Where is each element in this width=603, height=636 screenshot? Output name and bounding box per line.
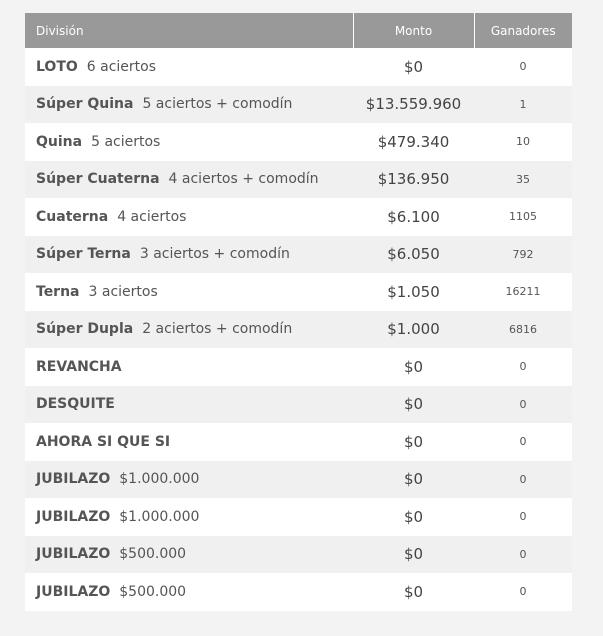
monto-cell: $1.000: [387, 320, 440, 339]
monto-cell: $0: [403, 395, 424, 414]
table-header: División Monto Ganadores: [25, 13, 572, 48]
table-row: Terna 3 aciertos $1.050 16211: [25, 273, 572, 311]
division-name: JUBILAZO: [36, 508, 111, 525]
monto-cell: $136.950: [377, 170, 450, 189]
monto-cell: $0: [403, 470, 424, 489]
table-row: Súper Dupla 2 aciertos + comodín $1.000 681…: [25, 310, 572, 349]
table-body: LOTO 6 aciertos $0 0 Súper Quina 5 aciertos +…: [25, 48, 572, 611]
division-name: JUBILAZO: [36, 583, 111, 600]
table-row: LOTO 6 aciertos $0 0: [25, 48, 572, 86]
ganadores-cell: 16211: [505, 285, 541, 299]
monto-cell: $0: [403, 432, 424, 451]
table-row: REVANCHA $0 0: [25, 348, 572, 386]
table-row: Cuaterna 4 aciertos $6.100 1105: [25, 198, 572, 236]
division-cell: LOTO 6 aciertos: [25, 48, 353, 86]
ganadores-cell: 35: [516, 172, 530, 186]
column-header-division: División: [25, 13, 354, 48]
table-row: Quina 5 aciertos $479.340 10: [25, 123, 572, 161]
division-cell: Súper Terna 3 aciertos + comodín: [25, 236, 353, 274]
ganadores-cell: 10: [516, 135, 530, 149]
division-detail: 3 aciertos + comodín: [139, 246, 290, 263]
division-name: Quina: [36, 133, 83, 150]
table-row: AHORA SI QUE SI $0 0: [25, 423, 572, 461]
monto-cell: $0: [403, 507, 424, 526]
monto-cell: $0: [403, 582, 424, 601]
division-detail: $500.000: [119, 583, 187, 600]
table-row: DESQUITE $0 0: [25, 385, 572, 424]
division-name: Súper Terna: [36, 246, 131, 263]
ganadores-cell: 0: [519, 510, 527, 524]
header-row: División Monto Ganadores: [25, 13, 572, 48]
division-name: AHORA SI QUE SI: [36, 433, 171, 450]
division-name: LOTO: [36, 58, 78, 75]
division-detail: 2 aciertos + comodín: [142, 321, 293, 338]
division-detail: 4 aciertos + comodín: [168, 171, 319, 188]
table-row: Súper Cuaterna 4 aciertos + comodín $136.9…: [25, 160, 572, 199]
division-cell: AHORA SI QUE SI: [25, 423, 353, 461]
ganadores-cell: 792: [512, 247, 534, 261]
monto-cell: $0: [403, 357, 424, 376]
division-detail: $1.000.000: [119, 471, 200, 488]
ganadores-cell: 6816: [509, 322, 537, 336]
division-detail: $500.000: [119, 546, 187, 563]
division-cell: Terna 3 aciertos: [25, 273, 353, 311]
division-name: JUBILAZO: [36, 471, 111, 488]
division-cell: JUBILAZO $500.000: [25, 536, 353, 574]
column-header-ganadores: Ganadores: [474, 13, 572, 48]
ganadores-cell: 0: [519, 360, 527, 374]
monto-cell: $13.559.960: [365, 95, 462, 114]
ganadores-cell: 0: [519, 60, 527, 74]
monto-cell: $0: [403, 57, 424, 76]
division-name: Súper Cuaterna: [36, 171, 160, 188]
table-row: Súper Terna 3 aciertos + comodín $6.050 792: [25, 235, 572, 274]
ganadores-cell: 0: [519, 435, 527, 449]
division-cell: REVANCHA: [25, 348, 353, 386]
monto-cell: $1.050: [387, 282, 440, 301]
ganadores-cell: 0: [519, 547, 527, 561]
division-detail: 3 aciertos: [88, 283, 158, 300]
division-name: JUBILAZO: [36, 546, 111, 563]
division-cell: Súper Quina 5 aciertos + comodín: [25, 86, 353, 124]
division-name: Terna: [36, 283, 80, 300]
table-row: JUBILAZO $1.000.000 $0 0: [25, 460, 572, 499]
division-name: Súper Quina: [36, 96, 134, 113]
division-name: Súper Dupla: [36, 321, 134, 338]
division-cell: JUBILAZO $1.000.000: [25, 498, 353, 536]
table-row: JUBILAZO $1.000.000 $0 0: [25, 498, 572, 536]
ganadores-cell: 0: [519, 397, 527, 411]
division-cell: Quina 5 aciertos: [25, 123, 353, 161]
division-detail: $1.000.000: [119, 508, 200, 525]
division-name: Cuaterna: [36, 208, 109, 225]
monto-cell: $0: [403, 545, 424, 564]
division-name: REVANCHA: [36, 358, 122, 375]
monto-cell: $479.340: [377, 132, 450, 151]
table-row: Súper Quina 5 aciertos + comodín $13.559.9…: [25, 85, 572, 124]
division-cell: JUBILAZO $500.000: [25, 573, 353, 611]
ganadores-cell: 1105: [509, 210, 537, 224]
division-detail: 4 aciertos: [117, 208, 187, 225]
prize-results-table: División Monto Ganadores LOTO 6 aciertos $…: [25, 13, 572, 611]
division-detail: 5 aciertos: [91, 133, 161, 150]
table-row: JUBILAZO $500.000 $0 0: [25, 535, 572, 574]
table-row: JUBILAZO $500.000 $0 0: [25, 573, 572, 611]
ganadores-cell: 0: [519, 585, 527, 599]
division-cell: Cuaterna 4 aciertos: [25, 198, 353, 236]
division-detail: 6 aciertos: [86, 58, 157, 75]
ganadores-cell: 0: [519, 472, 527, 486]
division-detail: 5 aciertos + comodín: [142, 96, 293, 113]
division-name: DESQUITE: [36, 396, 115, 413]
division-cell: JUBILAZO $1.000.000: [25, 461, 353, 499]
ganadores-cell: 1: [519, 97, 527, 111]
division-cell: Súper Dupla 2 aciertos + comodín: [25, 311, 353, 349]
division-cell: Súper Cuaterna 4 aciertos + comodín: [25, 161, 353, 199]
column-header-monto: Monto: [353, 13, 475, 48]
division-cell: DESQUITE: [25, 386, 353, 424]
monto-cell: $6.050: [387, 245, 440, 264]
monto-cell: $6.100: [387, 207, 440, 226]
